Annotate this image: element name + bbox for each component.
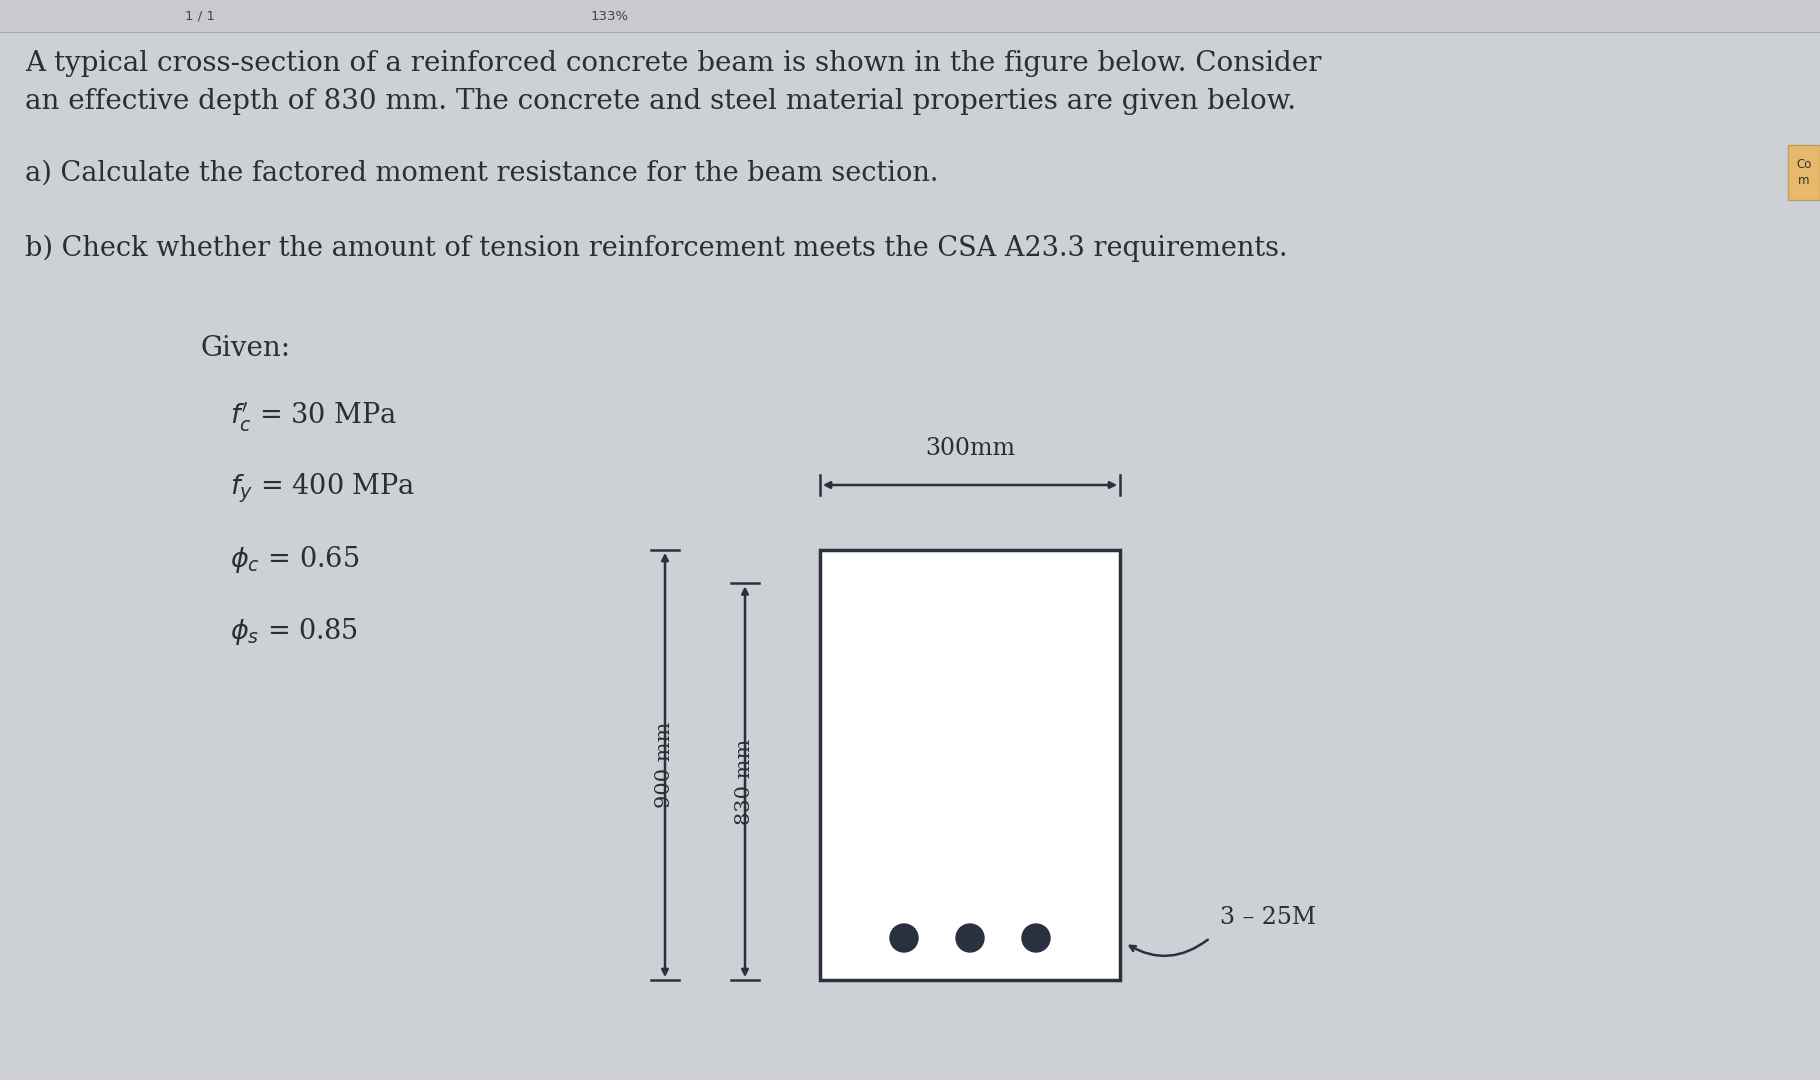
Text: $f_c'$ = 30 MPa: $f_c'$ = 30 MPa bbox=[229, 400, 397, 433]
Circle shape bbox=[956, 924, 985, 951]
Text: m: m bbox=[1798, 174, 1809, 187]
Bar bbox=[0, 0, 1820, 32]
Text: A typical cross-section of a reinforced concrete beam is shown in the figure bel: A typical cross-section of a reinforced … bbox=[25, 50, 1321, 77]
Text: b) Check whether the amount of tension reinforcement meets the CSA A23.3 require: b) Check whether the amount of tension r… bbox=[25, 235, 1287, 262]
Text: 830 mm: 830 mm bbox=[735, 739, 755, 825]
Text: 133%: 133% bbox=[592, 10, 630, 23]
Text: 900 mm: 900 mm bbox=[655, 721, 675, 808]
Text: $\phi_s$ = 0.85: $\phi_s$ = 0.85 bbox=[229, 616, 359, 647]
Bar bbox=[1787, 145, 1820, 200]
Text: $\phi_c$ = 0.65: $\phi_c$ = 0.65 bbox=[229, 544, 359, 575]
Text: a) Calculate the factored moment resistance for the beam section.: a) Calculate the factored moment resista… bbox=[25, 160, 939, 187]
Text: an effective depth of 830 mm. The concrete and steel material properties are giv: an effective depth of 830 mm. The concre… bbox=[25, 87, 1296, 114]
Circle shape bbox=[890, 924, 917, 951]
Text: Co: Co bbox=[1796, 158, 1811, 171]
Text: 3 – 25M: 3 – 25M bbox=[1219, 906, 1316, 930]
Text: $f_y$ = 400 MPa: $f_y$ = 400 MPa bbox=[229, 472, 415, 505]
Circle shape bbox=[1023, 924, 1050, 951]
Bar bbox=[821, 550, 1119, 980]
Text: Given:: Given: bbox=[200, 335, 289, 362]
Text: 1 / 1: 1 / 1 bbox=[186, 10, 215, 23]
Text: 300mm: 300mm bbox=[925, 437, 1016, 460]
